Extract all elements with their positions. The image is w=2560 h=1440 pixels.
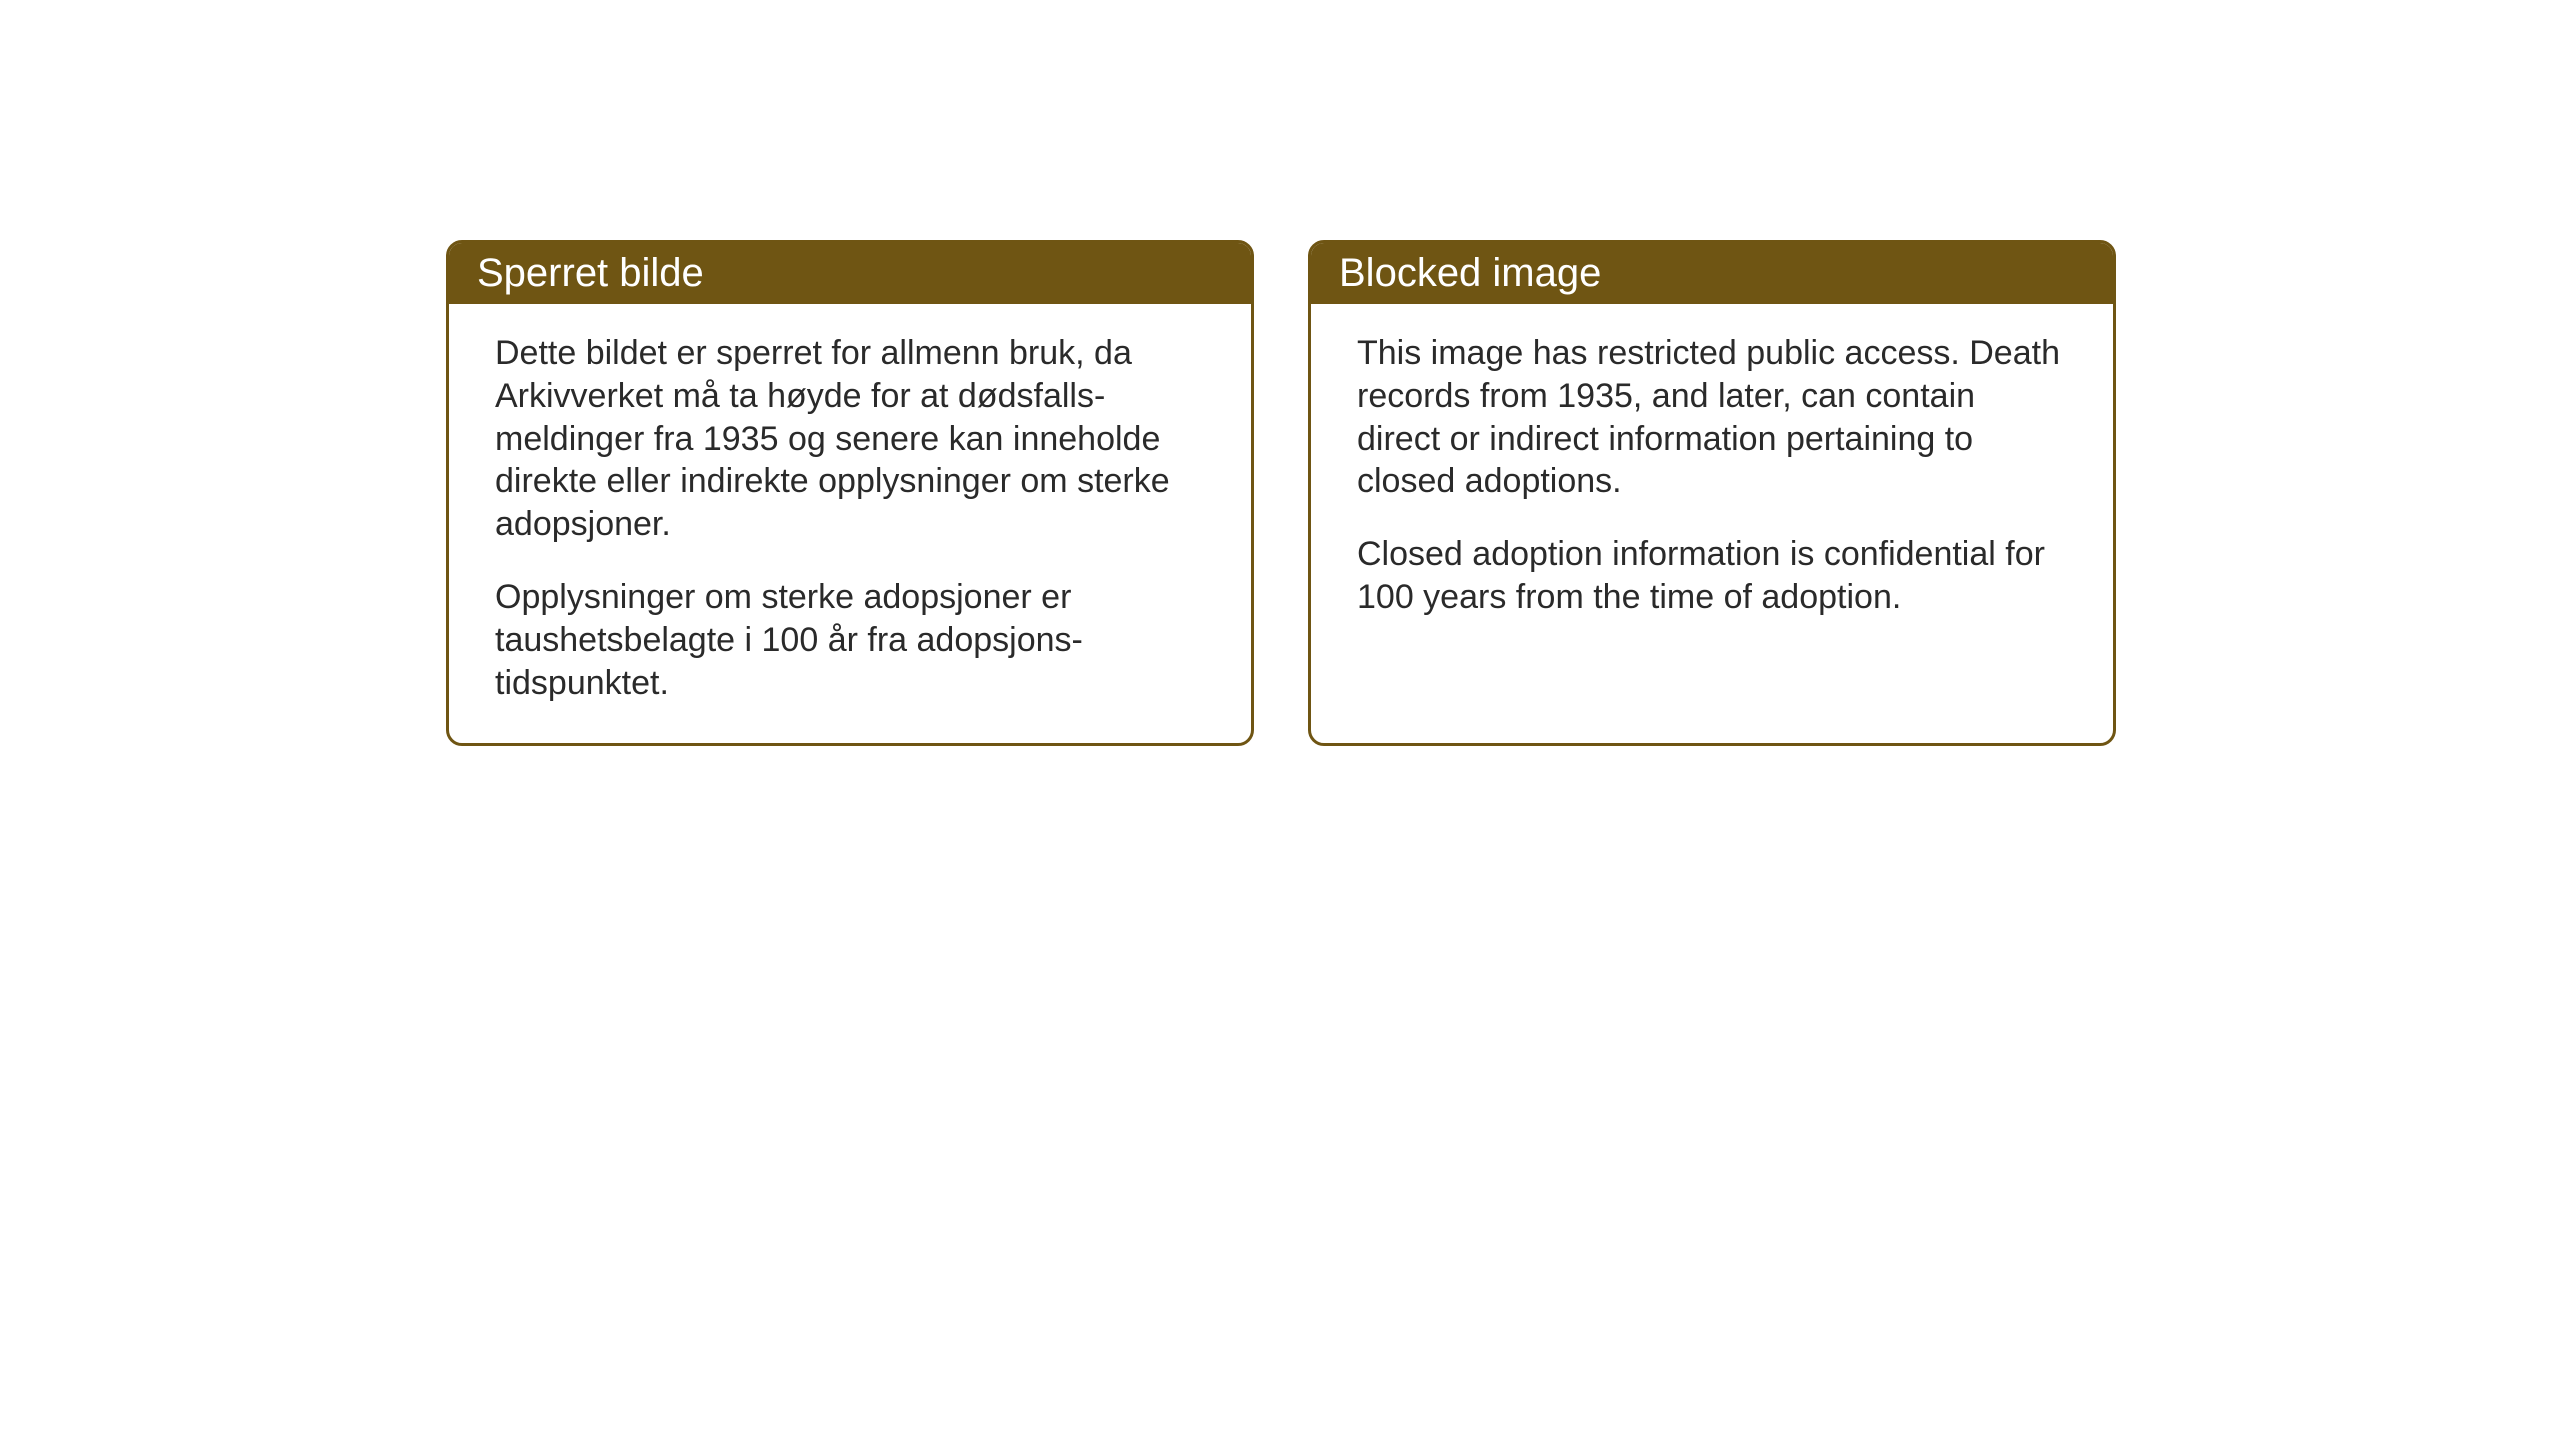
norwegian-notice-card: Sperret bilde Dette bildet er sperret fo… xyxy=(446,240,1254,746)
norwegian-paragraph-1: Dette bildet er sperret for allmenn bruk… xyxy=(495,332,1205,546)
norwegian-paragraph-2: Opplysninger om sterke adopsjoner er tau… xyxy=(495,576,1205,704)
english-paragraph-1: This image has restricted public access.… xyxy=(1357,332,2067,503)
cards-container: Sperret bilde Dette bildet er sperret fo… xyxy=(446,240,2116,746)
norwegian-card-body: Dette bildet er sperret for allmenn bruk… xyxy=(449,304,1251,743)
english-notice-card: Blocked image This image has restricted … xyxy=(1308,240,2116,746)
english-card-body: This image has restricted public access.… xyxy=(1311,304,2113,743)
english-card-title: Blocked image xyxy=(1311,243,2113,304)
english-paragraph-2: Closed adoption information is confident… xyxy=(1357,533,2067,619)
norwegian-card-title: Sperret bilde xyxy=(449,243,1251,304)
